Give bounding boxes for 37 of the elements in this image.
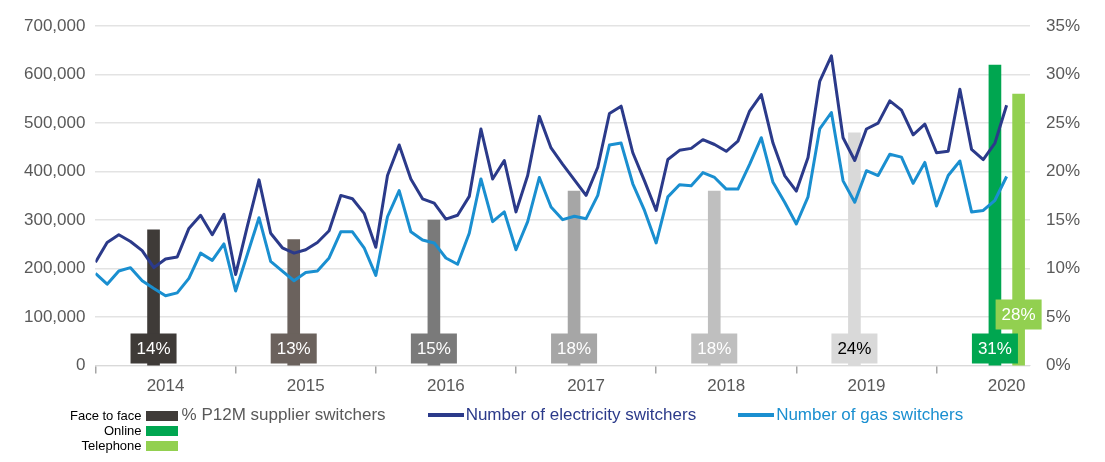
x-tick-label: 2018: [707, 376, 746, 396]
data-label: 31%: [977, 339, 1012, 359]
y-tick-label: 0: [75, 355, 86, 375]
y-tick-label: 300,000: [24, 209, 86, 229]
y2-tick-label: 5%: [1045, 306, 1071, 326]
y-tick-label: 600,000: [24, 64, 86, 84]
legend-label: Telephone: [81, 438, 142, 453]
data-label: 24%: [837, 339, 872, 359]
text: Number of gas switchers: [776, 405, 964, 425]
data-label: 28%: [1001, 305, 1036, 325]
y2-tick-label: 35%: [1045, 15, 1081, 35]
y-tick-label: 400,000: [24, 161, 86, 181]
text: Number of electricity switchers: [465, 405, 697, 425]
x-tick-label: 2020: [987, 376, 1026, 396]
data-label: 14%: [136, 339, 171, 359]
x-tick-label: 2017: [567, 376, 605, 396]
data-label: 18%: [697, 339, 732, 359]
data-label: 15%: [416, 339, 451, 359]
y-tick-label: 500,000: [24, 112, 86, 132]
y2-tick-label: 30%: [1045, 64, 1081, 84]
y2-tick-label: 20%: [1045, 161, 1081, 181]
legend-label: Face to face: [70, 408, 142, 423]
x-tick-label: 2015: [286, 376, 325, 396]
x-tick-label: 2014: [146, 376, 185, 396]
y-tick-label: 200,000: [24, 258, 86, 278]
y2-tick-label: 10%: [1045, 258, 1081, 278]
data-label: 18%: [557, 339, 592, 359]
y-tick-label: 100,000: [24, 306, 86, 326]
y-tick-label: 700,000: [24, 15, 86, 35]
y2-tick-label: 15%: [1045, 209, 1081, 229]
legend-label: Online: [103, 423, 142, 438]
x-tick-label: 2019: [847, 376, 886, 396]
x-tick-label: 2016: [426, 376, 465, 396]
y2-tick-label: 25%: [1045, 112, 1081, 132]
legend-title: % P12M supplier switchers: [181, 405, 386, 425]
y2-tick-label: 0%: [1045, 355, 1071, 375]
data-label: 13%: [276, 339, 311, 359]
